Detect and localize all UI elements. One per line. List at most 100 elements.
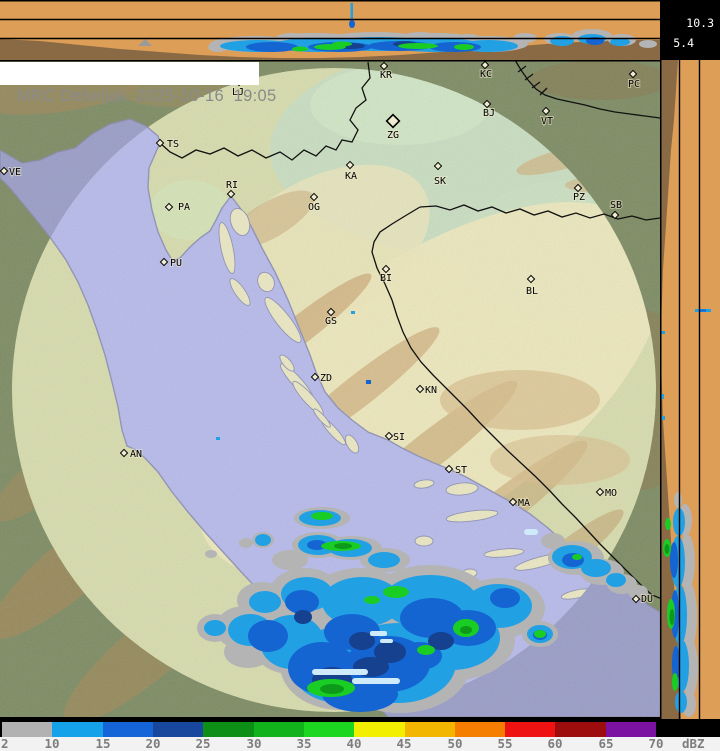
scale-tick-labels: 2 10 15 20 25 30 35 40 45 50 55 60 65 70 dBZ — [0, 737, 720, 751]
city-diamond-icon — [381, 264, 391, 274]
scale-tick: 30 — [246, 736, 262, 751]
city-label: KR — [380, 70, 393, 81]
city-marker-bj: BJ — [482, 99, 496, 120]
city-diamond-icon — [379, 61, 389, 71]
border-bosnia-south — [371, 206, 660, 599]
scale-tick: 45 — [396, 736, 412, 751]
city-marker-vt: VT — [540, 106, 554, 128]
city-marker-pa: PA — [164, 201, 191, 214]
city-diamond-icon — [508, 497, 518, 507]
city-label: VT — [541, 116, 553, 127]
city-label: BI — [380, 273, 392, 284]
title-bar: MRC Debeljak 2025-10-16 19:05 — [0, 62, 276, 105]
city-label: PA — [178, 202, 190, 213]
city-diamond-icon — [309, 192, 319, 202]
top-cross-section-panel — [0, 0, 660, 60]
city-marker-bl: BL — [525, 274, 539, 298]
city-diamond-icon — [433, 161, 443, 171]
city-label: VE — [9, 167, 21, 178]
city-marker-ka: KA — [344, 160, 358, 183]
city-diamond-icon — [345, 160, 355, 170]
city-diamond-icon — [573, 183, 583, 193]
city-marker-st: ST — [444, 464, 468, 477]
city-diamond-icon — [444, 464, 454, 474]
city-diamond-icon — [164, 202, 174, 212]
city-label: KA — [345, 171, 357, 182]
city-marker-bi: BI — [379, 264, 393, 285]
scale-tick: 15 — [95, 736, 111, 751]
scale-segment — [203, 722, 254, 737]
city-marker-an: AN — [119, 448, 143, 461]
scale-segment — [52, 722, 103, 737]
scale-tick: 55 — [497, 736, 513, 751]
border-slovenia — [159, 61, 371, 161]
city-label: MA — [518, 498, 530, 509]
city-label: SB — [610, 200, 622, 211]
scale-segment — [605, 722, 657, 737]
city-diamond-icon — [415, 384, 425, 394]
city-diamond-icon — [119, 448, 129, 458]
city-label: GS — [325, 316, 337, 327]
city-label: ZD — [320, 373, 332, 384]
scale-segment — [253, 722, 304, 737]
borders — [159, 60, 660, 599]
corner-height-box: 10.3 5.4 — [660, 0, 720, 60]
city-marker-du: DU — [631, 593, 654, 606]
city-diamond-icon — [0, 166, 9, 176]
scale-tick: 40 — [346, 736, 362, 751]
city-label: DU — [641, 594, 653, 605]
precipitation-echoes — [197, 311, 648, 713]
scale-tick: 20 — [145, 736, 161, 751]
map-area: VE TS LJ KR ZG KA SK RI PA PU OG KC PC BJ VT PZ SB BI BL GS… — [0, 60, 660, 717]
reflectivity-scale: 2 10 15 20 25 30 35 40 45 50 55 60 65 70 dBZ — [0, 719, 720, 751]
city-label: PC — [628, 79, 640, 90]
scale-tick: 70 — [648, 736, 664, 751]
city-diamond-icon — [541, 106, 551, 116]
city-diamond-icon — [480, 60, 490, 70]
city-label: SK — [434, 176, 446, 187]
scale-tick: 50 — [447, 736, 463, 751]
scale-segment — [505, 722, 556, 737]
scale-tick: 25 — [195, 736, 211, 751]
city-label: TS — [167, 139, 179, 150]
city-marker-og: OG — [307, 192, 321, 214]
city-label: KC — [480, 69, 492, 80]
city-marker-kc: KC — [479, 60, 493, 81]
city-label: MO — [605, 488, 617, 499]
city-marker-sk: SK — [433, 161, 447, 188]
scale-segment — [102, 722, 153, 737]
city-label: OG — [308, 202, 320, 213]
city-label: PZ — [573, 192, 585, 203]
scale-tick: 2 — [1, 736, 9, 751]
city-marker-zg: ZG — [385, 113, 401, 142]
scale-tick: 35 — [296, 736, 312, 751]
city-marker-ri: RI — [225, 179, 239, 199]
upper-height-label: 10.3 — [686, 16, 714, 30]
echo-layer-35dbz — [320, 543, 472, 694]
city-diamond-icon — [159, 257, 169, 267]
scale-segment — [152, 722, 204, 737]
title-text: MRC Debeljak 2025-10-16 19:05 — [16, 87, 277, 105]
scale-segment — [555, 722, 606, 737]
lower-height-label: 5.4 — [673, 36, 694, 50]
peak-marker — [138, 39, 152, 46]
scale-segment — [454, 722, 506, 737]
city-label: BJ — [483, 108, 495, 119]
city-label: KN — [425, 385, 437, 396]
city-marker-kn: KN — [415, 384, 438, 397]
scale-segment — [354, 722, 405, 737]
echo-layer-weak — [312, 529, 538, 684]
city-diamond-icon — [610, 210, 620, 220]
city-label: AN — [130, 449, 142, 460]
scale-unit-label: dBZ — [682, 736, 705, 751]
city-diamond-icon — [595, 487, 605, 497]
scale-tick: 60 — [547, 736, 563, 751]
city-markers: VE TS LJ KR ZG KA SK RI PA PU OG KC PC BJ VT PZ SB BI BL GS… — [0, 60, 654, 606]
city-label: PU — [170, 258, 182, 269]
city-diamond-icon — [631, 594, 641, 604]
city-label: RI — [226, 180, 238, 191]
scale-segment — [303, 722, 355, 737]
city-marker-pc: PC — [627, 69, 641, 91]
city-diamond-icon — [482, 99, 492, 109]
